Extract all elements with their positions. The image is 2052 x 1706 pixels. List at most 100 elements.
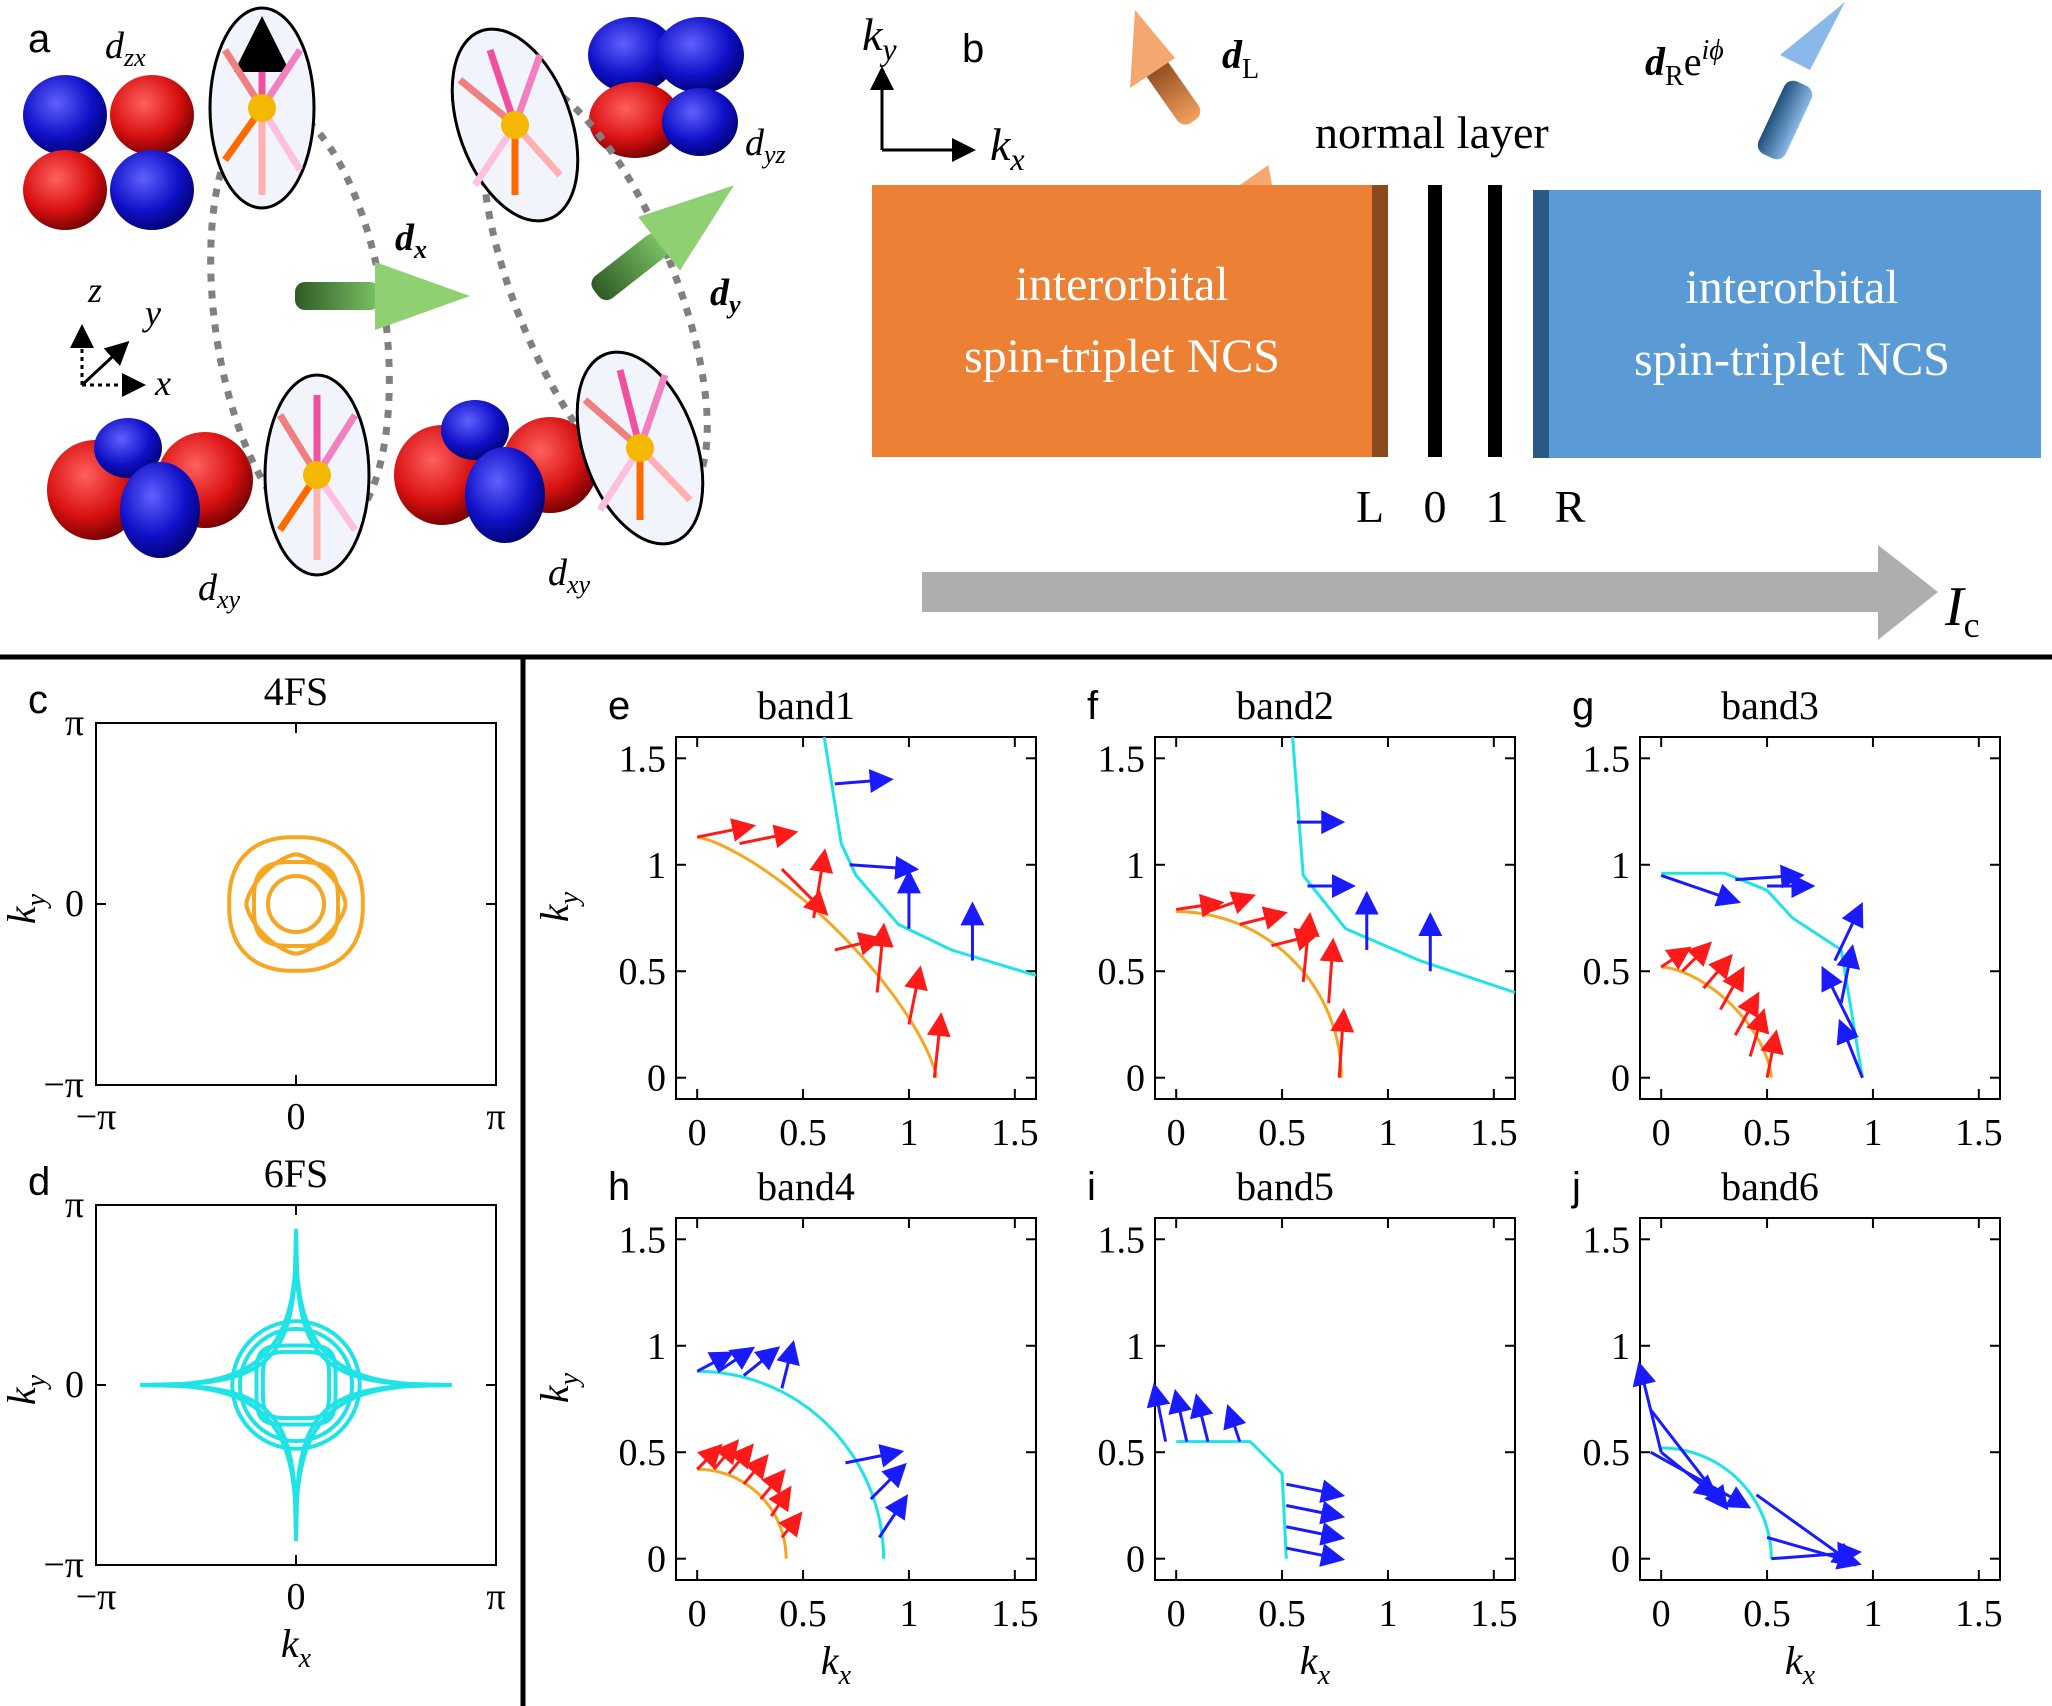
orbital-dzx	[23, 75, 194, 230]
spin-vector-arrow-red	[727, 1443, 754, 1475]
plot-frame	[1154, 736, 1516, 1100]
fermi-surface-contour	[227, 835, 365, 973]
x-tick-label: 1	[899, 1112, 918, 1154]
panels-c-d: c 4FS −π 0 π −π 0 π ky d 6FS −π 0 π −π 0 π ky kx	[0, 669, 506, 1674]
x-tick-label: 0	[1167, 1112, 1186, 1154]
spin-vector-arrow-blue	[834, 769, 894, 793]
fermi-surface-curve	[1661, 965, 1773, 1078]
chart-title: band2	[1236, 683, 1334, 728]
x-tick-label: −π	[76, 1096, 117, 1138]
orbital-dxy-left	[47, 418, 253, 558]
y-tick-label: 0.5	[1098, 1432, 1146, 1474]
y-tick-label: 0	[65, 883, 84, 925]
axis-y: y	[142, 293, 161, 333]
x-axis-label: kx	[281, 1621, 312, 1674]
spin-vector-arrow-blue	[776, 1339, 800, 1389]
x-tick-label: 1.5	[1955, 1112, 2003, 1154]
y-tick-label: 1	[647, 845, 666, 887]
fermi-surface-curve	[1661, 871, 1864, 1078]
normal-layer-label: normal layer	[1315, 107, 1549, 158]
x-tick-label: 1	[1378, 1593, 1397, 1635]
current-arrow	[922, 545, 1938, 640]
spin-vector-arrow-blue	[1833, 901, 1864, 962]
y-tick-label: 1.5	[1098, 738, 1146, 780]
spin-vector-arrow-blue	[1190, 1393, 1214, 1442]
y-tick-label: 0	[1611, 1058, 1630, 1100]
y-tick-label: 0	[1126, 1539, 1145, 1581]
x-tick-label: 1	[1378, 1112, 1397, 1154]
panel-letter-b: b	[962, 27, 984, 71]
chart-title: 4FS	[264, 669, 329, 714]
spin-vector-arrow-red	[768, 1485, 792, 1517]
chart-title: band6	[1721, 1164, 1819, 1209]
y-tick-label: 1.5	[619, 1219, 667, 1261]
y-tick-label: 1.5	[1583, 738, 1631, 780]
site-1: 1	[1486, 481, 1509, 532]
axis-kx: kx	[990, 119, 1025, 177]
x-tick-label: 0	[688, 1593, 707, 1635]
panel-letter-d: d	[28, 1160, 50, 1204]
y-tick-label: 0	[647, 1539, 666, 1581]
orbital-dyz	[588, 17, 744, 158]
chart-title: 6FS	[264, 1151, 329, 1196]
spin-vector-arrow-red	[869, 922, 894, 993]
orbital-dxy-right	[394, 400, 598, 543]
spin-vector-arrow-red	[1175, 893, 1225, 918]
x-tick-label: 0	[1167, 1593, 1186, 1635]
axis-x: x	[154, 363, 171, 403]
panel-letter-g: g	[1572, 684, 1594, 728]
spin-vector-arrow-red	[1330, 1007, 1355, 1078]
spin-vector-arrow-blue	[1285, 1500, 1346, 1525]
label-dy: dy	[710, 272, 741, 319]
y-tick-label: −π	[43, 1544, 84, 1586]
y-tick-label: 1	[1126, 1326, 1145, 1368]
spin-vector-arrow-blue	[1168, 1388, 1192, 1442]
chart-j: j band6 0 0.5 1 1.5 0 0.5 1 1.5 kx	[1571, 1164, 2003, 1691]
fermi-surface-curve	[696, 835, 938, 1079]
spin-vector-arrow-blue	[845, 1444, 905, 1468]
x-tick-label: −π	[76, 1576, 117, 1618]
y-tick-label: 0	[1126, 1058, 1145, 1100]
y-tick-label: π	[65, 1184, 84, 1226]
right-box-line1: interorbital	[1685, 261, 1898, 314]
y-axis-label: ky	[0, 893, 52, 924]
panel-a: a dzx dyz dxy	[23, 6, 786, 614]
dL-arrow-head	[1130, 10, 1175, 88]
y-tick-label: 1	[647, 1326, 666, 1368]
x-tick-label: 0.5	[1743, 1112, 1791, 1154]
y-tick-label: 1.5	[619, 738, 667, 780]
spin-vector-arrow-blue	[1660, 873, 1741, 907]
label-dx: dx	[395, 217, 427, 264]
spin-vector-arrow-blue	[1771, 1541, 1862, 1566]
x-tick-label: 0.5	[1258, 1593, 1306, 1635]
chart-title: band5	[1236, 1164, 1334, 1209]
y-tick-label: 1	[1611, 845, 1630, 887]
x-tick-label: 1.5	[991, 1112, 1039, 1154]
label-dzx: dzx	[105, 25, 146, 72]
x-tick-label: 1.5	[1470, 1593, 1518, 1635]
chart-e: e band1 0 0.5 1 1.5 0 0.5 1 1.5 ky	[532, 683, 1039, 1154]
spin-vector-arrow-red	[778, 1511, 803, 1539]
axis-ky: ky	[862, 9, 897, 67]
left-box-line2: spin-triplet NCS	[964, 330, 1280, 383]
normal-layer-site-1	[1488, 185, 1502, 457]
normal-layer-site-0	[1428, 185, 1442, 457]
spin-vector-arrow-red	[1681, 941, 1712, 973]
fermi-surface-contour	[139, 1228, 453, 1542]
spin-vector-arrow-red	[742, 1454, 769, 1486]
fermi-surface-curve	[697, 1369, 885, 1559]
chart-c: c 4FS −π 0 π −π 0 π ky	[0, 669, 506, 1138]
y-tick-label: 1	[1611, 1326, 1630, 1368]
panel-letter-c: c	[28, 678, 48, 722]
spin-vector-arrow-red	[1760, 1029, 1784, 1078]
fermi-surface-contour	[146, 1235, 446, 1535]
dx-vector-arrow	[295, 262, 470, 330]
right-superconductor-box: interorbital spin-triplet NCS	[1533, 190, 2041, 458]
spin-vector-arrow-red	[1733, 991, 1760, 1036]
plot-frame	[95, 722, 497, 1086]
spin-vector-arrow-red	[809, 848, 834, 919]
spin-vector-arrow-blue	[742, 1346, 781, 1377]
panel-b: b ky kx dL dReiϕ normal layer interorbit…	[862, 2, 2041, 645]
spin-vector-arrow-blue	[869, 1462, 907, 1501]
spin-vector-arrow-red	[1239, 906, 1288, 930]
